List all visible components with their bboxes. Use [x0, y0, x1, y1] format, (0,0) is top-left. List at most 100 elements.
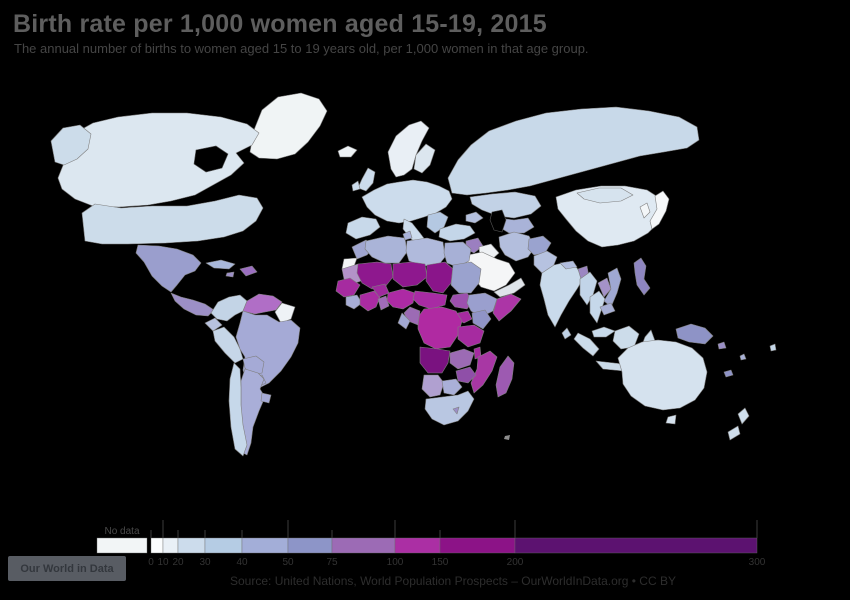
country-malaysia[interactable]: Malaysia: 20-30 [591, 326, 616, 338]
country-balkans[interactable]: Balkans / Greece: 30-40 [426, 211, 449, 234]
owid-logo[interactable]: Our World in Data [8, 556, 126, 581]
country-uruguay[interactable]: Uruguay: 40-50 [260, 392, 272, 404]
legend-bucket[interactable] [394, 537, 441, 554]
country-russia[interactable]: Russia: 20-30 [447, 106, 700, 196]
country-chad[interactable]: Chad: 150-200 [425, 261, 454, 294]
country-cambodia[interactable]: Cambodia: 40-50 [599, 302, 616, 316]
country-turkey[interactable]: Turkey: 20-30 [438, 223, 476, 242]
country-finland[interactable]: Finland: 10-20 [413, 143, 436, 174]
chart-title: Birth rate per 1,000 women aged 15-19, 2… [13, 10, 547, 38]
country-jamaica[interactable]: Jamaica: 75-100 [225, 271, 235, 278]
country-japan[interactable]: Japan: No data [649, 190, 670, 230]
country-madagascar[interactable]: Madagascar: 75-100 [495, 355, 515, 398]
country-tunisia[interactable]: Tunisia: 40-50 [402, 230, 413, 241]
country-nz_north[interactable]: New Zealand: 20-30 [737, 407, 750, 425]
country-mexico[interactable]: Mexico: 50-75 [135, 244, 202, 293]
country-usa[interactable]: United States: 20-30 [81, 194, 264, 245]
country-iran[interactable]: Iran: 30-40 [498, 231, 536, 262]
legend-no-data-swatch[interactable] [96, 537, 148, 554]
country-gabon[interactable]: Gabon: 40-50 [397, 312, 411, 330]
country-philippines[interactable]: Philippines: 50-75 [633, 257, 651, 296]
country-mali[interactable]: Mali: 150-200 [356, 261, 394, 290]
country-ghana[interactable]: Ghana: 75-100 [377, 295, 390, 311]
legend-bucket[interactable] [241, 537, 289, 554]
country-kazakhstan[interactable]: Kazakhstan: 20-30 [469, 191, 542, 219]
country-lesotho[interactable]: Lesotho: 75-100 [452, 406, 460, 415]
country-hispaniola[interactable]: Haiti / Dominican Republic: 75-100 [239, 265, 258, 277]
chart-subtitle: The annual number of births to women age… [14, 41, 589, 56]
country-tasmania[interactable]: Tasmania (Australia): 10-20 [665, 414, 677, 425]
country-newguinea[interactable]: Papua New Guinea: 50-75 [675, 323, 714, 345]
country-korea[interactable]: South Korea: No data [639, 202, 651, 219]
country-vanuatu[interactable]: Vanuatu: 40-50 [739, 353, 747, 361]
legend-tick-label: 0 [148, 557, 154, 568]
legend-tick-label: 300 [749, 557, 766, 568]
country-kenya[interactable]: Kenya: 50-75 [471, 309, 492, 330]
legend-tick-label: 10 [157, 557, 169, 568]
legend-tick-label: 150 [432, 557, 449, 568]
legend-bucket[interactable] [439, 537, 516, 554]
country-caucasus[interactable]: Caucasus: 30-40 [465, 211, 484, 224]
country-sumatra[interactable]: Indonesia: 20-30 [573, 332, 600, 357]
country-botswana[interactable]: Botswana: 40-50 [441, 378, 463, 396]
country-iceland[interactable]: Iceland: 0-10 [337, 145, 358, 158]
country-cuba[interactable]: Cuba: 40-50 [205, 259, 236, 270]
country-alaska[interactable]: Alaska (United States): 20-30 [50, 124, 92, 166]
country-ecuador[interactable]: Ecuador: 30-40 [204, 317, 223, 332]
country-vietnam[interactable]: Vietnam: 40-50 [603, 267, 622, 308]
legend-bucket[interactable] [177, 537, 206, 554]
legend-tick-label: 200 [507, 557, 524, 568]
country-sierraleone[interactable]: Sierra Leone / Liberia: 40-50 [345, 294, 363, 310]
country-tanzania[interactable]: Tanzania: 100-150 [457, 324, 485, 348]
country-southafrica[interactable]: South Africa: 30-40 [424, 390, 475, 426]
legend-bucket[interactable] [150, 537, 164, 554]
country-solomon[interactable]: Solomon Islands: 75-100 [717, 341, 727, 350]
country-cameroon[interactable]: Cameroon / Central African Republic: 100… [412, 290, 448, 310]
country-zimbabwe[interactable]: Zimbabwe: 75-100 [455, 366, 477, 384]
legend-bucket[interactable] [162, 537, 179, 554]
legend-bucket[interactable] [204, 537, 243, 554]
country-southsudan[interactable]: South Sudan: 75-100 [449, 292, 474, 310]
country-algeria[interactable]: Algeria: 40-50 [364, 235, 408, 264]
color-legend[interactable]: No data 0 10 20 30 40 50 75 100 150 200 300 [96, 520, 766, 568]
country-yemenoman[interactable]: Yemen / Oman: 10-20 [493, 277, 526, 298]
country-niger[interactable]: Niger: 150-200 [392, 261, 428, 288]
country-canada[interactable]: Canada: 10-20 [57, 112, 260, 208]
country-india[interactable]: India: 20-30 [539, 261, 584, 328]
country-china[interactable]: China: 10-20 [555, 185, 666, 248]
country-australia[interactable]: Australia: 10-20 [617, 339, 708, 411]
legend-bucket[interactable] [514, 537, 758, 554]
country-drc[interactable]: Democratic Republic of Congo: 100-150 [417, 306, 463, 350]
country-shapes: Greenland: No dataCanada: 10-20Alaska (U… [50, 92, 777, 457]
country-venezuela[interactable]: Venezuela: 75-100 [242, 293, 283, 315]
country-centralamerica[interactable]: Central America: 75-100 [170, 292, 215, 317]
legend-tick-label: 100 [387, 557, 404, 568]
country-chile[interactable]: Chile: 20-30 [228, 362, 248, 457]
country-namibia[interactable]: Namibia: 75-100 [421, 374, 445, 398]
country-thailand[interactable]: Thailand: 20-30 [589, 290, 606, 324]
country-nz_south[interactable]: New Zealand: 20-30 [727, 425, 741, 441]
country-iberia[interactable]: Spain / Portugal: 20-30 [345, 216, 381, 240]
legend-bucket[interactable] [287, 537, 333, 554]
country-newcaledonia[interactable]: New Caledonia: 50-75 [723, 369, 734, 378]
country-sudan[interactable]: Sudan: 50-75 [450, 261, 482, 294]
legend-bucket[interactable] [331, 537, 396, 554]
country-nigeria[interactable]: Nigeria: 100-150 [386, 288, 416, 310]
country-mongolia[interactable]: Mongolia: 10-20 [576, 187, 634, 204]
legend-tick-label: 30 [199, 557, 211, 568]
country-senegal[interactable]: Senegal / Guinea: 100-150 [335, 277, 361, 298]
country-scandinavia[interactable]: Norway / Sweden: 0-10 [387, 120, 430, 178]
country-nepal[interactable]: Nepal: 30-40 [559, 260, 578, 270]
legend-no-data-label: No data [104, 526, 139, 537]
country-europe[interactable]: Central Europe: 20-30 [361, 179, 453, 224]
country-somalia[interactable]: Somalia: 100-150 [492, 293, 522, 322]
country-srilanka[interactable]: Sri Lanka: 20-30 [561, 327, 572, 340]
country-zambia[interactable]: Zambia: 75-100 [449, 348, 475, 370]
country-greenland[interactable]: Greenland: No data [249, 92, 328, 160]
country-uk[interactable]: United Kingdom: 20-30 [357, 167, 376, 192]
country-fiji[interactable]: Fiji: 20-30 [769, 343, 777, 352]
country-ireland[interactable]: Ireland: 20-30 [351, 180, 361, 192]
country-ivorycoast[interactable]: Côte d'Ivoire: 100-150 [359, 290, 381, 312]
country-angola[interactable]: Angola: 200-300 [419, 346, 451, 374]
